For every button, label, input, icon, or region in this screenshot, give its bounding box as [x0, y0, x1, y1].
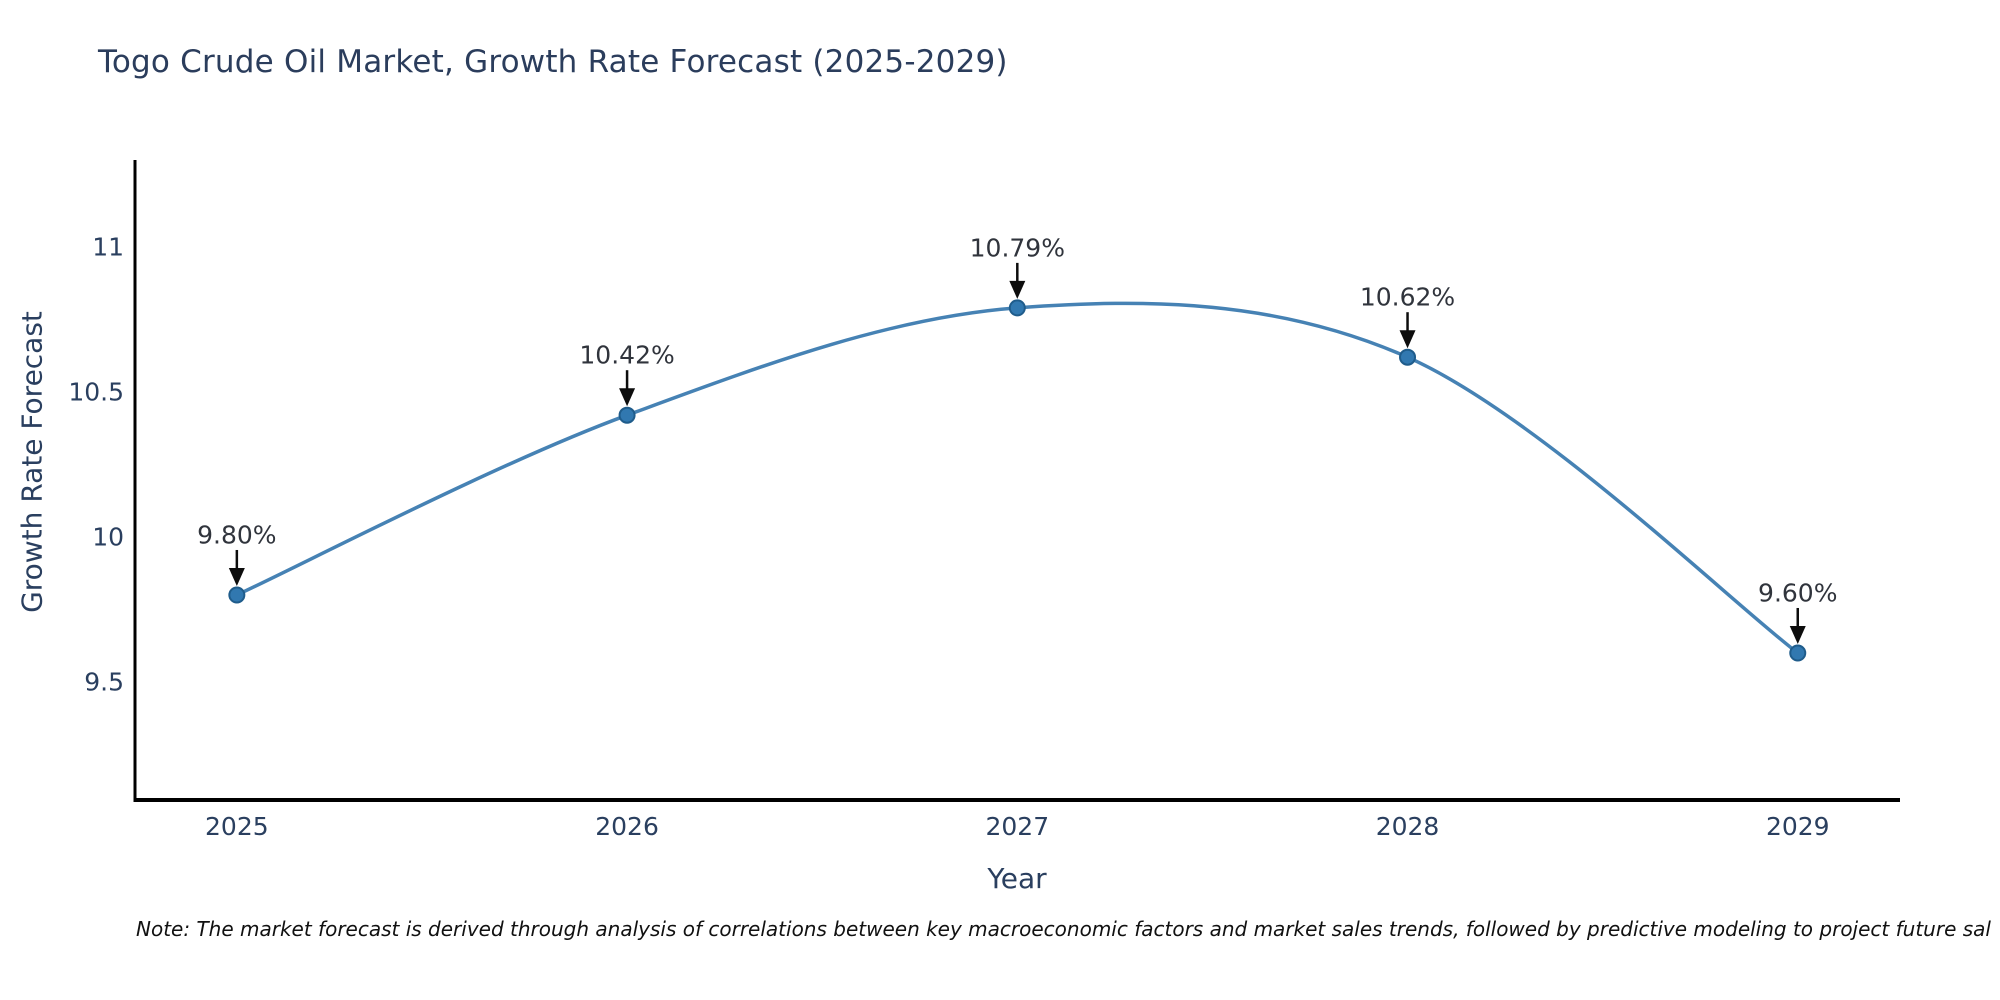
- data-point-markers: [228, 299, 1807, 662]
- annotation-arrow-head: [228, 567, 245, 586]
- y-tick-label: 11: [92, 232, 124, 262]
- footnote: Note: The market forecast is derived thr…: [136, 917, 1991, 941]
- chart-title: Togo Crude Oil Market, Growth Rate Forec…: [98, 44, 1008, 80]
- x-axis-title: Year: [987, 862, 1047, 895]
- x-tick-label: 2028: [1375, 812, 1440, 841]
- y-tick-label: 10: [92, 522, 124, 552]
- data-point-marker[interactable]: [1789, 644, 1807, 662]
- data-point-marker[interactable]: [618, 406, 636, 424]
- annotation-arrow-head: [1399, 330, 1416, 349]
- data-point-label: 10.42%: [579, 340, 675, 370]
- x-tick-label: 2027: [985, 812, 1050, 841]
- data-point-marker[interactable]: [228, 586, 246, 604]
- annotation-arrow-head: [619, 388, 636, 407]
- x-tick-label: 2025: [205, 812, 269, 841]
- data-point-marker[interactable]: [1399, 348, 1417, 366]
- data-point-label: 10.62%: [1359, 282, 1456, 312]
- data-point-marker[interactable]: [1008, 299, 1026, 317]
- data-point-label: 9.80%: [197, 520, 277, 550]
- data-point-label: 9.60%: [1758, 578, 1838, 608]
- x-tick-label: 2026: [595, 812, 659, 841]
- annotation-arrows: [228, 262, 1806, 644]
- y-tick-label: 10.5: [68, 377, 124, 407]
- annotation-arrow-head: [1009, 280, 1026, 299]
- y-tick-label: 9.5: [84, 667, 124, 697]
- series-line: [236, 301, 1799, 655]
- x-tick-label: 2029: [1765, 812, 1830, 841]
- annotation-arrow-head: [1789, 625, 1806, 644]
- data-point-label: 10.79%: [969, 233, 1065, 263]
